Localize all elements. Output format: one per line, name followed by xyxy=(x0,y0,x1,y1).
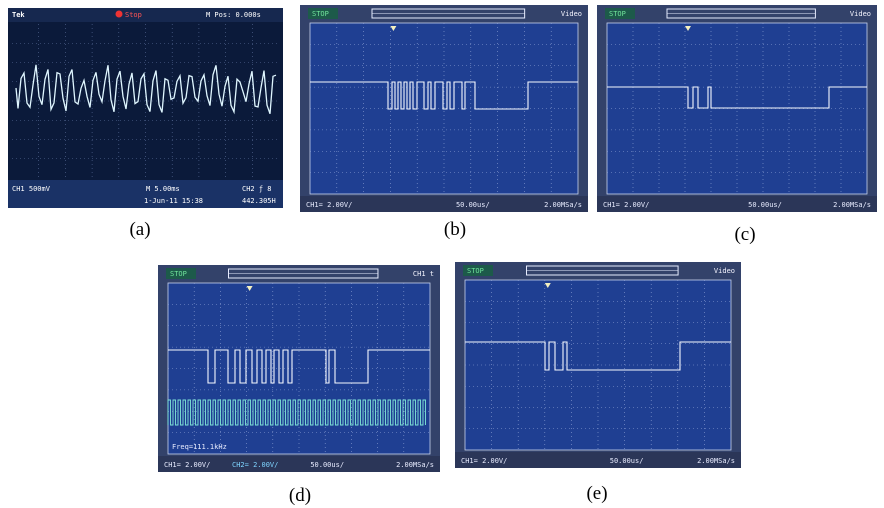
brand: Tek xyxy=(12,11,25,19)
waveform xyxy=(15,64,277,115)
state: STOP xyxy=(609,10,626,18)
position: M Pos: 0.000s xyxy=(206,11,261,19)
timebase: 50.00us/ xyxy=(456,201,490,209)
scope: STOP Video CH1= 2.00V/50.00us/2.00MSa/s xyxy=(300,5,588,212)
waveform xyxy=(607,86,867,109)
screen xyxy=(167,282,431,455)
trigger: Video xyxy=(850,10,871,18)
state: STOP xyxy=(467,267,484,275)
state-box xyxy=(463,265,493,276)
waveform xyxy=(168,349,430,384)
timebase: M 5.00ms xyxy=(146,185,180,193)
caption: (e) xyxy=(586,483,607,504)
frequency: 442.305H xyxy=(242,197,276,205)
trigger-marker xyxy=(390,26,397,31)
channel: CH1= 2.00V/ xyxy=(461,457,507,465)
trigger-marker xyxy=(246,286,253,291)
caption: (b) xyxy=(444,219,466,240)
sample-rate: 2.00MSa/s xyxy=(833,201,871,209)
top-bar xyxy=(8,8,283,22)
channel: CH1= 2.00V/ xyxy=(603,201,649,209)
status-bar xyxy=(158,456,440,472)
caption: (c) xyxy=(734,224,755,245)
status-bar xyxy=(455,452,741,468)
state: STOP xyxy=(170,270,187,278)
channel: CH1= 2.00V/ xyxy=(306,201,352,209)
timebase: 50.00us/ xyxy=(310,461,344,469)
trigger-marker xyxy=(685,26,691,31)
caption: (a) xyxy=(129,219,150,240)
scope: STOP Video CH1= 2.00V/50.00us/2.00MSa/s xyxy=(597,5,877,212)
channel: CH1 500mV xyxy=(12,185,51,193)
status-bar xyxy=(597,196,877,212)
sample-rate: 2.00MSa/s xyxy=(697,457,735,465)
state: Stop xyxy=(125,11,142,19)
bottom-bar xyxy=(8,180,283,208)
stop-dot xyxy=(115,10,123,18)
scope-a: Tek Stop M Pos: 0.000s CH1 500mV M 5.00ms CH2… xyxy=(8,8,283,208)
sample-rate: 2.00MSa/s xyxy=(396,461,434,469)
date: 1-Jun-11 15:38 xyxy=(144,197,203,205)
channel2: CH2= 2.00V/ xyxy=(232,461,278,469)
caption: (d) xyxy=(289,485,311,506)
trigger: Video xyxy=(561,10,582,18)
timebase: 50.00us/ xyxy=(748,201,782,209)
state: STOP xyxy=(312,10,329,18)
channel: CH1= 2.00V/ xyxy=(164,461,210,469)
waveform-ch2 xyxy=(167,399,426,426)
frequency: Freq=111.1kHz xyxy=(172,443,227,451)
waveform xyxy=(465,341,731,371)
state-box xyxy=(605,8,635,19)
waveform xyxy=(310,81,578,110)
sample-rate: 2.00MSa/s xyxy=(544,201,582,209)
trigger: Video xyxy=(714,267,735,275)
state-box xyxy=(166,268,196,279)
trigger-marker xyxy=(544,283,551,288)
trigger: CH1 t xyxy=(413,270,434,278)
status-bar xyxy=(300,196,588,212)
scope: STOP Video CH1= 2.00V/50.00us/2.00MSa/s xyxy=(455,262,741,468)
trigger: CH2 ƒ 8 xyxy=(242,185,272,193)
state-box xyxy=(308,8,338,19)
timebase: 50.00us/ xyxy=(610,457,644,465)
scope: STOP CH1 t CH1= 2.00V/CH2= 2.00V/50.00us/2… xyxy=(158,265,440,472)
